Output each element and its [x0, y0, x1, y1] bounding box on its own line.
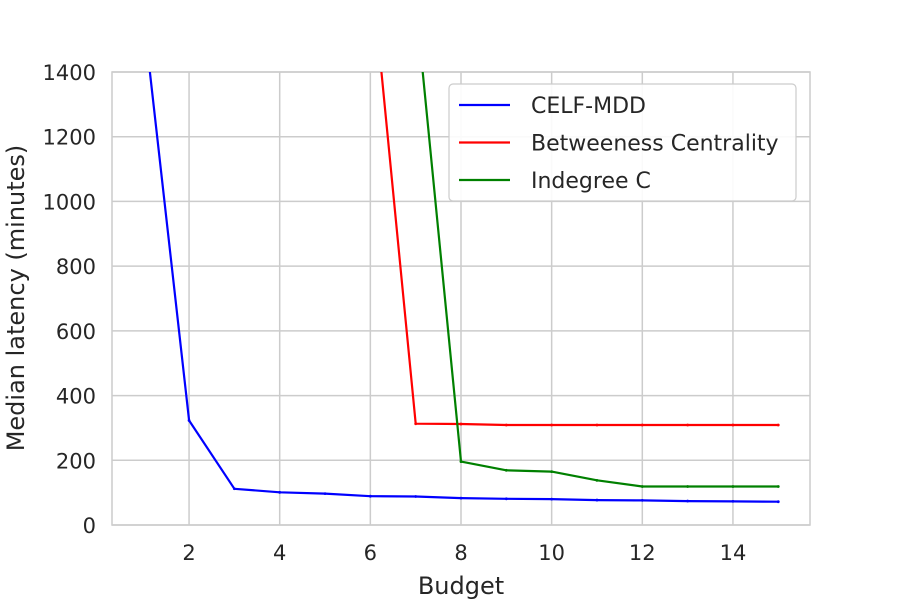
data-point-1 — [686, 423, 690, 427]
legend-label: Indegree C — [531, 169, 651, 194]
y-axis-title: Median latency (minutes) — [2, 145, 30, 452]
legend-box — [448, 83, 797, 202]
data-point-2 — [686, 485, 690, 488]
y-tick-label: 400 — [56, 385, 96, 409]
data-point-0 — [459, 496, 463, 500]
data-point-1 — [595, 423, 599, 427]
data-point-2 — [550, 470, 554, 474]
legend-label: CELF-MDD — [531, 94, 646, 119]
data-point-0 — [187, 419, 191, 422]
x-tick-label: 4 — [273, 541, 286, 565]
plot-frame — [111, 71, 811, 526]
data-point-1 — [414, 422, 418, 426]
data-point-2 — [731, 485, 735, 488]
x-tick-label: 12 — [629, 541, 656, 565]
data-point-0 — [142, 16, 145, 19]
data-point-0 — [595, 498, 599, 502]
data-point-2 — [414, 0, 417, 2]
data-point-1 — [459, 422, 463, 426]
series-lines — [142, 0, 780, 504]
y-tick-label: 1200 — [43, 126, 96, 150]
tick-labels: 2 4 6 8 10 12 14 0 200 400 600 800 1000 1200 1400 — [43, 61, 747, 565]
legend-label: Betweeness Centrality — [531, 132, 779, 157]
data-point-2 — [459, 460, 463, 463]
y-tick-label: 600 — [56, 320, 96, 344]
y-tick-label: 1000 — [43, 190, 96, 214]
data-point-2 — [595, 478, 599, 482]
data-point-2 — [776, 485, 780, 488]
data-point-2 — [640, 485, 644, 488]
data-point-0 — [550, 497, 554, 501]
data-point-0 — [232, 487, 236, 491]
y-tick-label: 0 — [83, 514, 96, 538]
data-point-0 — [731, 499, 735, 503]
x-tick-label: 6 — [364, 541, 377, 565]
x-axis-title: Budget — [418, 572, 504, 600]
data-point-0 — [776, 500, 780, 504]
legend: CELF-MDD Betweeness Centrality Indegree C — [448, 83, 797, 202]
data-point-0 — [414, 495, 418, 498]
y-tick-label: 200 — [56, 449, 96, 473]
data-point-0 — [368, 494, 372, 498]
data-point-2 — [504, 468, 508, 472]
data-point-0 — [686, 499, 690, 503]
data-point-1 — [731, 423, 735, 427]
data-point-0 — [504, 497, 508, 501]
data-point-0 — [640, 499, 644, 502]
series-line-2 — [421, 72, 780, 488]
data-point-1 — [640, 423, 644, 427]
data-point-1 — [550, 423, 554, 427]
y-tick-label: 800 — [56, 255, 96, 279]
x-tick-label: 8 — [454, 541, 467, 565]
x-tick-label: 14 — [720, 541, 747, 565]
x-tick-label: 2 — [182, 541, 195, 565]
series-line-1 — [380, 72, 780, 427]
data-point-0 — [278, 490, 282, 494]
y-tick-label: 1400 — [43, 61, 96, 85]
x-tick-label: 10 — [538, 541, 565, 565]
data-point-1 — [504, 423, 508, 427]
data-point-1 — [776, 423, 780, 427]
data-point-0 — [323, 492, 327, 496]
